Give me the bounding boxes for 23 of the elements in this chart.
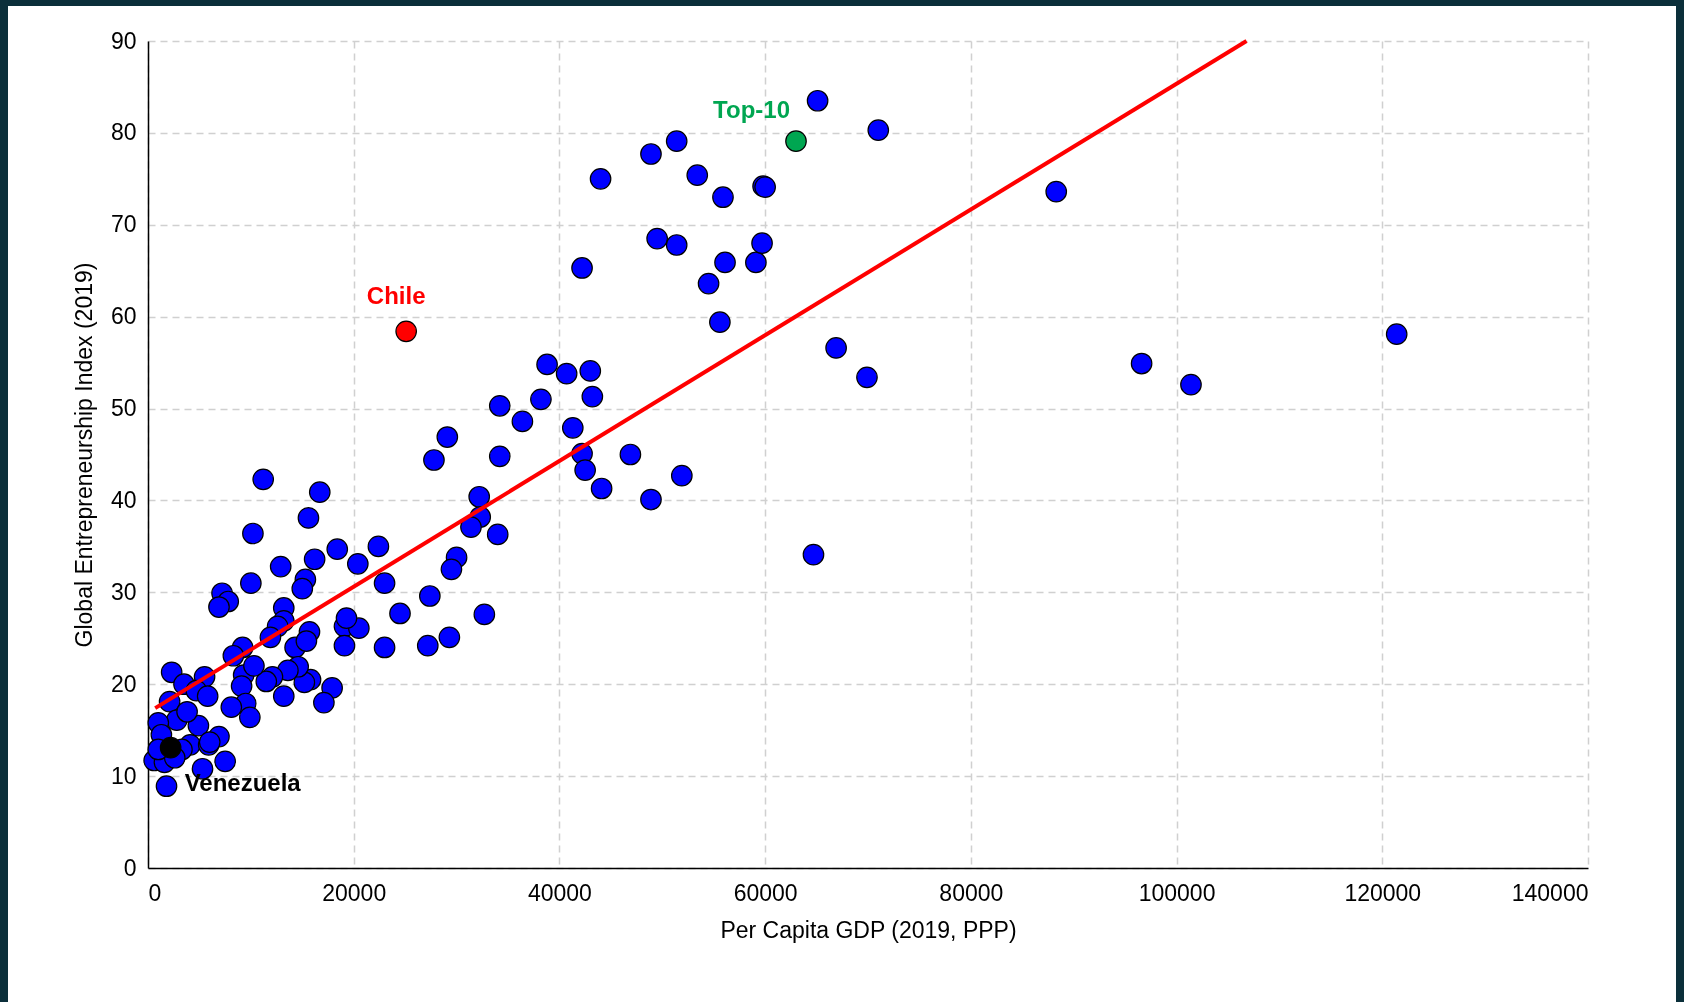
x-tick-label: 140000 (1511, 879, 1589, 906)
y-tick-label: 20 (110, 670, 137, 697)
y-tick-label: 40 (110, 486, 137, 513)
y-tick-label: 60 (110, 303, 137, 330)
y-tick-label: 90 (110, 27, 137, 54)
x-tick-label: 20000 (322, 879, 387, 906)
series-label: Venezuela (184, 768, 302, 796)
y-tick-label: 30 (110, 578, 137, 605)
x-tick-label: 100000 (1138, 879, 1216, 906)
y-tick-label: 0 (123, 854, 137, 881)
x-tick-label: 0 (148, 879, 162, 906)
x-tick-label: 40000 (527, 879, 592, 906)
x-tick-label: 80000 (939, 879, 1004, 906)
x-tick-label: 60000 (733, 879, 798, 906)
y-tick-label: 70 (110, 211, 137, 238)
x-axis-title: Per Capita GDP (2019, PPP) (720, 916, 1017, 943)
series-label: Chile (366, 282, 426, 310)
y-tick-label: 50 (110, 395, 137, 422)
y-tick-label: 80 (110, 119, 137, 146)
series-label: Top-10 (713, 96, 790, 124)
x-tick-label: 120000 (1344, 879, 1422, 906)
y-tick-label: 10 (110, 762, 137, 789)
y-axis-title: Global Entrepreneurship Index (2019) (70, 262, 97, 648)
